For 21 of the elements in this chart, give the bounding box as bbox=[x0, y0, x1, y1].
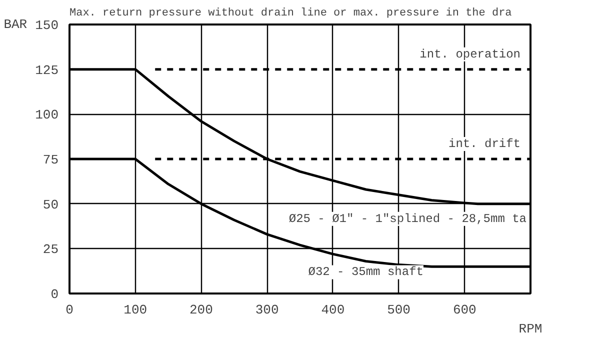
series-label: Ø32 - 35mm shaft bbox=[308, 265, 424, 280]
x-tick-label: 300 bbox=[255, 302, 279, 318]
series-label: int. operation bbox=[420, 47, 521, 62]
series-label: Ø25 - Ø1" - 1"splined - 28,5mm ta bbox=[288, 212, 526, 226]
y-tick-label: 150 bbox=[35, 18, 58, 33]
x-tick-label: 500 bbox=[387, 302, 410, 318]
y-tick-label: 125 bbox=[35, 62, 58, 78]
series-label: int. drift bbox=[448, 137, 521, 151]
y-tick-label: 25 bbox=[42, 242, 59, 258]
y-tick-label: 75 bbox=[42, 152, 59, 168]
x-tick-label: 400 bbox=[321, 302, 345, 318]
y-axis-title: BAR bbox=[4, 17, 28, 32]
x-tick-label: 0 bbox=[66, 302, 74, 318]
x-tick-label: 100 bbox=[124, 302, 148, 318]
chart-title: Max. return pressure without drain line or max. pressure in the dra bbox=[70, 8, 512, 20]
y-tick-label: 50 bbox=[42, 197, 59, 212]
x-tick-label: 200 bbox=[190, 302, 213, 318]
x-tick-label: 600 bbox=[452, 302, 476, 318]
y-tick-label: 0 bbox=[50, 287, 59, 302]
y-tick-label: 100 bbox=[35, 108, 58, 123]
x-axis-title: RPM bbox=[518, 322, 542, 336]
